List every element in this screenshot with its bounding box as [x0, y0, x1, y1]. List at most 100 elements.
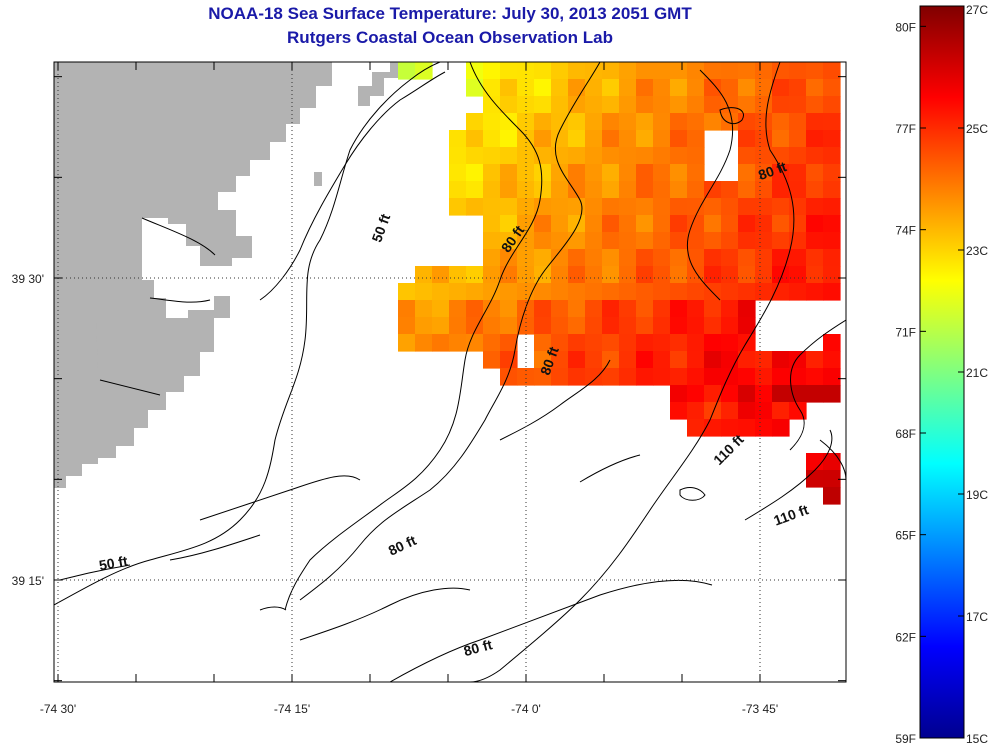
sst-pixel — [755, 62, 773, 80]
sst-pixel — [500, 113, 518, 131]
sst-pixel — [534, 351, 552, 369]
sst-pixel — [449, 130, 467, 148]
sst-pixel — [619, 62, 637, 80]
sst-pixel — [500, 79, 518, 97]
colorbar-label-fahrenheit: 68F — [895, 427, 916, 441]
axis-labels: -74 30' -74 15' -74 0' -73 45' 39 30' 39 15' — [12, 272, 778, 716]
sst-pixel — [449, 334, 467, 352]
sst-pixel — [823, 181, 841, 199]
sst-pixel — [432, 266, 450, 284]
sst-pixel — [466, 283, 484, 301]
sst-pixel — [823, 334, 841, 352]
sst-pixel — [687, 232, 705, 250]
contour-50ft — [54, 62, 441, 606]
sst-pixel — [670, 147, 688, 165]
colorbar-label-celsius: 17C — [966, 610, 988, 624]
sst-pixel — [585, 334, 603, 352]
sst-pixel — [704, 181, 722, 199]
sst-pixel — [670, 164, 688, 182]
sst-pixel — [466, 266, 484, 284]
sst-pixel — [500, 300, 518, 318]
sst-pixel — [670, 249, 688, 267]
sst-pixel — [483, 96, 501, 114]
sst-pixel — [721, 334, 739, 352]
sst-pixel — [466, 79, 484, 97]
sst-pixel — [602, 164, 620, 182]
sst-pixel — [687, 249, 705, 267]
sst-pixel — [653, 334, 671, 352]
sst-pixel — [721, 419, 739, 437]
sst-pixel — [636, 266, 654, 284]
sst-pixel — [568, 198, 586, 216]
sst-pixel — [806, 249, 824, 267]
sst-pixel — [704, 402, 722, 420]
colorbar-label-fahrenheit: 62F — [895, 630, 916, 644]
sst-pixel — [670, 368, 688, 386]
sst-pixel — [738, 96, 756, 114]
sst-pixel — [500, 351, 518, 369]
sst-pixel — [534, 79, 552, 97]
colorbar-label-celsius: 23C — [966, 244, 988, 258]
sst-pixel — [619, 96, 637, 114]
sst-pixel — [704, 232, 722, 250]
sst-pixel — [636, 300, 654, 318]
sst-pixel — [534, 215, 552, 233]
map-frame — [53, 61, 847, 683]
sst-pixel — [653, 351, 671, 369]
sst-pixel — [704, 198, 722, 216]
sst-pixel — [466, 198, 484, 216]
sst-pixel — [687, 283, 705, 301]
sst-pixel — [551, 164, 569, 182]
sst-pixel — [704, 385, 722, 403]
sst-pixel — [466, 147, 484, 165]
sst-pixel — [738, 232, 756, 250]
sst-pixel — [636, 368, 654, 386]
sst-pixel — [585, 130, 603, 148]
sst-pixel — [670, 232, 688, 250]
sst-pixel — [755, 232, 773, 250]
sst-pixel — [602, 130, 620, 148]
sst-pixel — [789, 402, 807, 420]
sst-pixel — [806, 351, 824, 369]
sst-pixel — [602, 368, 620, 386]
sst-pixel — [602, 215, 620, 233]
sst-pixel — [704, 96, 722, 114]
sst-pixel — [687, 334, 705, 352]
sst-pixel — [806, 198, 824, 216]
contour-80ft — [284, 62, 543, 611]
sst-pixel — [823, 198, 841, 216]
sst-pixel — [789, 351, 807, 369]
sst-pixel — [551, 113, 569, 131]
sst-pixel — [789, 79, 807, 97]
sst-pixel — [772, 62, 790, 80]
sst-pixel — [755, 147, 773, 165]
sst-pixel — [483, 62, 501, 80]
sst-pixel — [789, 96, 807, 114]
sst-pixel — [466, 334, 484, 352]
sst-pixel — [551, 334, 569, 352]
sst-pixel — [670, 62, 688, 80]
sst-pixel — [704, 215, 722, 233]
sst-pixel — [551, 266, 569, 284]
sst-pixel — [772, 113, 790, 131]
sst-pixel — [823, 385, 841, 403]
sst-pixel — [483, 198, 501, 216]
sst-pixel — [568, 130, 586, 148]
sst-pixel — [483, 317, 501, 335]
sst-pixel — [789, 198, 807, 216]
contour-80ft-c — [499, 69, 734, 441]
sst-pixel — [704, 113, 722, 131]
sst-pixel — [483, 232, 501, 250]
sst-pixel — [534, 232, 552, 250]
sst-pixel — [568, 266, 586, 284]
colorbar-label-celsius: 27C — [966, 3, 988, 17]
sst-field — [398, 62, 841, 505]
sst-pixel — [687, 402, 705, 420]
sst-pixel — [619, 198, 637, 216]
sst-pixel — [500, 164, 518, 182]
sst-pixel — [551, 215, 569, 233]
sst-pixel — [772, 181, 790, 199]
sst-pixel — [500, 232, 518, 250]
sst-pixel — [789, 113, 807, 131]
sst-pixel — [568, 368, 586, 386]
